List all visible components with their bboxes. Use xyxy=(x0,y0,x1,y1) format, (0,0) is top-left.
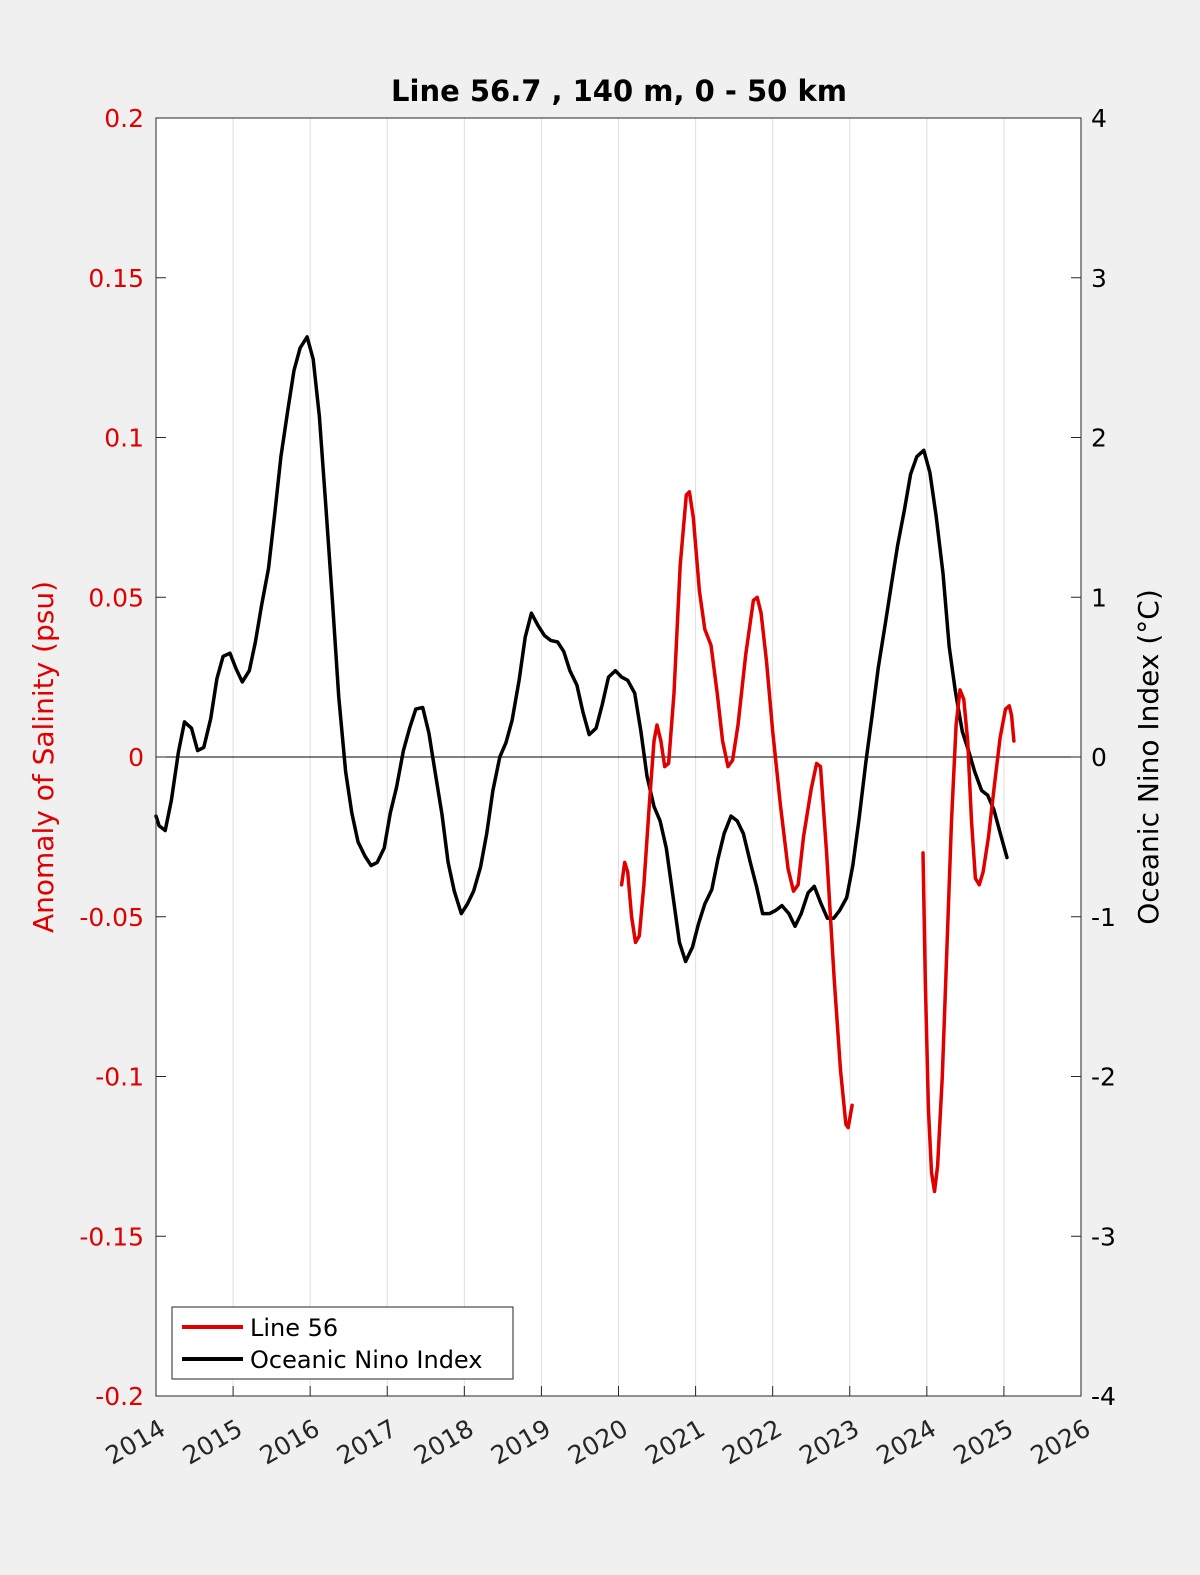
y-right-tick-label: 0 xyxy=(1091,743,1107,772)
y-right-tick-label: 4 xyxy=(1091,104,1107,133)
legend: Line 56 Oceanic Nino Index xyxy=(171,1306,514,1380)
y-left-tick-label: -0.05 xyxy=(79,903,144,932)
y-right-tick-label: 3 xyxy=(1091,264,1107,293)
y-left-tick-label: -0.1 xyxy=(95,1063,144,1092)
y-left-tick-label: 0.1 xyxy=(104,424,144,453)
series-line-oceanic-nino-index xyxy=(154,335,1009,964)
series-line-line-56 xyxy=(619,490,854,1130)
y-left-tick-label: -0.2 xyxy=(95,1382,144,1411)
y-left-tick-label: -0.15 xyxy=(79,1222,144,1251)
series-layer xyxy=(154,335,1016,1194)
y-right-tick-label: -1 xyxy=(1091,903,1116,932)
y-right-tick-label: -4 xyxy=(1091,1382,1116,1411)
series-line-line-56 xyxy=(921,688,1016,1194)
legend-label-line-56: Line 56 xyxy=(250,1314,338,1342)
legend-label-oni: Oceanic Nino Index xyxy=(250,1346,482,1374)
legend-box xyxy=(171,1306,514,1380)
y-left-tick-label: 0.15 xyxy=(88,264,144,293)
y-axis-label-right: Oceanic Nino Index (°C) xyxy=(1132,589,1165,925)
y-axis-label-left: Anomaly of Salinity (psu) xyxy=(27,581,60,933)
y-right-tick-label: -3 xyxy=(1091,1222,1116,1251)
y-right-tick-label: -2 xyxy=(1091,1063,1116,1092)
y-left-tick-label: 0.2 xyxy=(104,104,144,133)
y-right-tick-label: 1 xyxy=(1091,583,1107,612)
chart-title: Line 56.7 , 140 m, 0 - 50 km xyxy=(391,74,847,108)
y-left-tick-label: 0 xyxy=(128,743,144,772)
y-right-tick-label: 2 xyxy=(1091,424,1107,453)
y-left-tick-label: 0.05 xyxy=(88,583,144,612)
